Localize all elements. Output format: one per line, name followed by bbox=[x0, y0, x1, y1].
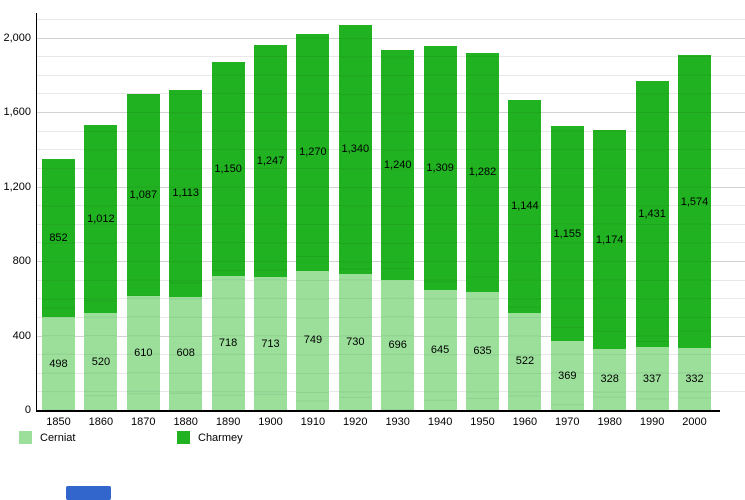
x-axis-label: 1980 bbox=[597, 416, 622, 428]
x-axis-label: 2000 bbox=[682, 416, 707, 428]
bar-value-charmey: 1,431 bbox=[638, 208, 666, 221]
bar-charmey-1930 bbox=[381, 49, 415, 281]
bar-cerniat-1990 bbox=[635, 347, 669, 410]
bar-charmey-1890 bbox=[211, 62, 245, 277]
x-axis-label: 1860 bbox=[88, 416, 114, 428]
gridline bbox=[37, 37, 745, 39]
bar-value-charmey: 1,574 bbox=[680, 195, 709, 208]
y-axis-label: 1,200 bbox=[3, 180, 31, 193]
legend-swatch-cerniat bbox=[19, 431, 32, 444]
bar-cerniat-1890 bbox=[211, 276, 245, 410]
bar-cerniat-1940 bbox=[423, 289, 457, 410]
bar-value-cerniat: 610 bbox=[134, 347, 153, 360]
bar-value-cerniat: 498 bbox=[49, 357, 68, 370]
bar-charmey-1970 bbox=[550, 126, 584, 342]
y-axis-label: 0 bbox=[24, 404, 31, 416]
y-axis bbox=[36, 13, 37, 411]
x-axis-label: 1960 bbox=[512, 416, 538, 428]
bar-value-cerniat: 749 bbox=[303, 334, 323, 347]
x-axis-label: 1910 bbox=[300, 416, 326, 428]
bar-value-charmey: 1,174 bbox=[595, 233, 624, 246]
bar-charmey-1920 bbox=[338, 24, 372, 275]
bar-value-cerniat: 718 bbox=[218, 337, 238, 350]
bar-cerniat-1930 bbox=[381, 280, 415, 410]
bar-value-cerniat: 522 bbox=[515, 355, 535, 368]
bar-charmey-1900 bbox=[254, 45, 287, 278]
bar-value-cerniat: 713 bbox=[261, 337, 280, 350]
legend-swatch-charmey bbox=[177, 431, 190, 444]
y-axis-label: 2,000 bbox=[3, 31, 31, 44]
blue-fragment bbox=[66, 486, 111, 500]
bar-cerniat-2000 bbox=[678, 348, 711, 410]
bar-cerniat-1880 bbox=[169, 296, 203, 410]
x-axis-label: 1970 bbox=[555, 416, 580, 428]
bar-cerniat-1950 bbox=[466, 291, 499, 410]
bar-value-cerniat: 608 bbox=[176, 347, 195, 360]
bar-cerniat-1850 bbox=[42, 317, 75, 410]
bar-value-charmey: 1,150 bbox=[214, 163, 242, 176]
bar-value-charmey: 1,144 bbox=[511, 200, 539, 213]
bar-value-cerniat: 635 bbox=[473, 344, 492, 357]
bar-charmey-1860 bbox=[84, 124, 118, 314]
bar-value-charmey: 1,247 bbox=[256, 155, 285, 168]
bar-cerniat-1970 bbox=[550, 341, 584, 410]
legend-label-charmey: Charmey bbox=[198, 432, 243, 444]
bar-cerniat-1910 bbox=[296, 270, 330, 410]
bar-value-cerniat: 520 bbox=[91, 355, 111, 368]
x-axis-label: 1870 bbox=[131, 416, 156, 428]
bar-value-cerniat: 337 bbox=[642, 372, 662, 385]
bar-value-cerniat: 328 bbox=[600, 373, 619, 386]
bar-charmey-1850 bbox=[42, 158, 75, 318]
x-axis bbox=[36, 410, 720, 412]
bar-charmey-1950 bbox=[466, 53, 499, 292]
x-axis-label: 1900 bbox=[258, 416, 283, 428]
bar-cerniat-1980 bbox=[593, 348, 627, 410]
bar-value-charmey: 1,155 bbox=[553, 227, 582, 240]
x-axis-label: 1920 bbox=[343, 416, 368, 428]
x-axis-label: 1890 bbox=[215, 416, 241, 428]
bar-value-charmey: 1,270 bbox=[299, 146, 327, 159]
bar-cerniat-1870 bbox=[126, 296, 160, 410]
bar-charmey-1990 bbox=[635, 80, 669, 348]
bar-charmey-2000 bbox=[678, 55, 711, 349]
bar-charmey-1880 bbox=[169, 89, 203, 297]
bar-cerniat-1900 bbox=[254, 277, 287, 410]
y-axis-label: 800 bbox=[12, 255, 31, 268]
bar-value-charmey: 1,087 bbox=[129, 189, 158, 202]
bar-charmey-1870 bbox=[126, 94, 160, 297]
x-axis-label: 1990 bbox=[639, 416, 665, 428]
x-axis-label: 1930 bbox=[385, 416, 410, 428]
bar-cerniat-1860 bbox=[84, 313, 118, 410]
y-axis-label: 1,600 bbox=[3, 106, 31, 119]
bar-value-cerniat: 696 bbox=[388, 339, 407, 352]
bar-value-cerniat: 332 bbox=[685, 373, 704, 386]
bar-cerniat-1960 bbox=[508, 312, 542, 410]
bar-value-charmey: 1,240 bbox=[383, 158, 412, 171]
x-axis-label: 1850 bbox=[46, 416, 71, 428]
bar-charmey-1960 bbox=[508, 99, 542, 313]
bar-value-charmey: 1,309 bbox=[426, 162, 454, 175]
gridline bbox=[37, 19, 745, 20]
bar-value-charmey: 1,012 bbox=[87, 212, 115, 225]
bar-value-cerniat: 730 bbox=[346, 336, 365, 349]
bar-charmey-1980 bbox=[593, 130, 627, 349]
bar-value-charmey: 1,340 bbox=[341, 143, 370, 156]
x-axis-label: 1950 bbox=[470, 416, 495, 428]
bar-charmey-1940 bbox=[423, 46, 457, 290]
bar-charmey-1910 bbox=[296, 34, 330, 271]
bar-value-charmey: 1,113 bbox=[172, 187, 200, 200]
bar-value-cerniat: 645 bbox=[430, 343, 450, 356]
bar-value-cerniat: 369 bbox=[558, 369, 577, 382]
y-axis-label: 400 bbox=[12, 329, 31, 342]
x-axis-label: 1880 bbox=[173, 416, 198, 428]
x-axis-label: 1940 bbox=[427, 416, 453, 428]
bar-value-charmey: 852 bbox=[49, 231, 68, 244]
bar-cerniat-1920 bbox=[338, 274, 372, 410]
bar-value-charmey: 1,282 bbox=[468, 166, 497, 179]
legend-label-cerniat: Cerniat bbox=[40, 432, 76, 444]
